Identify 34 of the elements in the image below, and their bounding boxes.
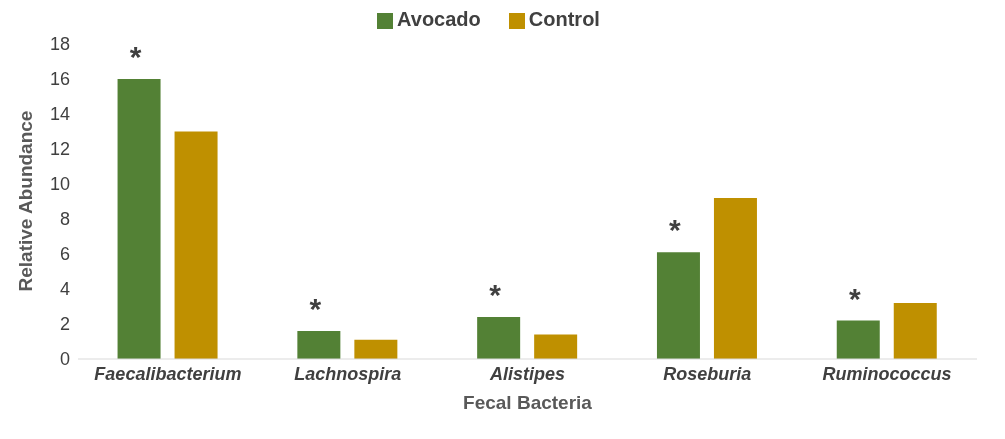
annotation: * [669, 213, 682, 247]
bar [354, 339, 398, 359]
annotation: * [489, 278, 502, 311]
x-tick-label: Roseburia [663, 363, 752, 384]
y-tick-label: 4 [59, 279, 70, 300]
y-tick-label: 14 [49, 104, 70, 125]
bar [836, 320, 880, 359]
y-tick-label: 16 [49, 69, 70, 90]
y-tick-label: 2 [59, 314, 70, 335]
legend-label: Avocado [397, 8, 481, 30]
legend-label: Control [528, 8, 600, 30]
bar [117, 79, 161, 359]
annotation: * [129, 40, 142, 73]
bar [656, 252, 700, 359]
annotation: * [848, 281, 861, 315]
y-tick-label: 18 [49, 34, 70, 55]
annotation: * [309, 292, 322, 325]
bar [713, 198, 757, 359]
y-tick-label: 0 [59, 349, 70, 370]
x-tick-label: Faecalibacterium [94, 363, 242, 384]
bar [477, 317, 521, 359]
x-axis-title: Fecal Bacteria [463, 392, 593, 413]
y-tick-label: 8 [59, 209, 70, 230]
bar [297, 331, 341, 359]
y-tick-label: 10 [49, 174, 70, 195]
y-axis-title: Relative Abundance [14, 110, 36, 292]
bar [534, 334, 578, 359]
y-tick-label: 6 [59, 244, 70, 265]
x-tick-label: Alistipes [488, 363, 566, 384]
x-tick-label: Lachnospira [294, 363, 402, 384]
bar [893, 303, 937, 359]
y-tick-label: 12 [49, 139, 70, 160]
bar [174, 131, 218, 359]
x-tick-label: Ruminococcus [822, 363, 952, 384]
